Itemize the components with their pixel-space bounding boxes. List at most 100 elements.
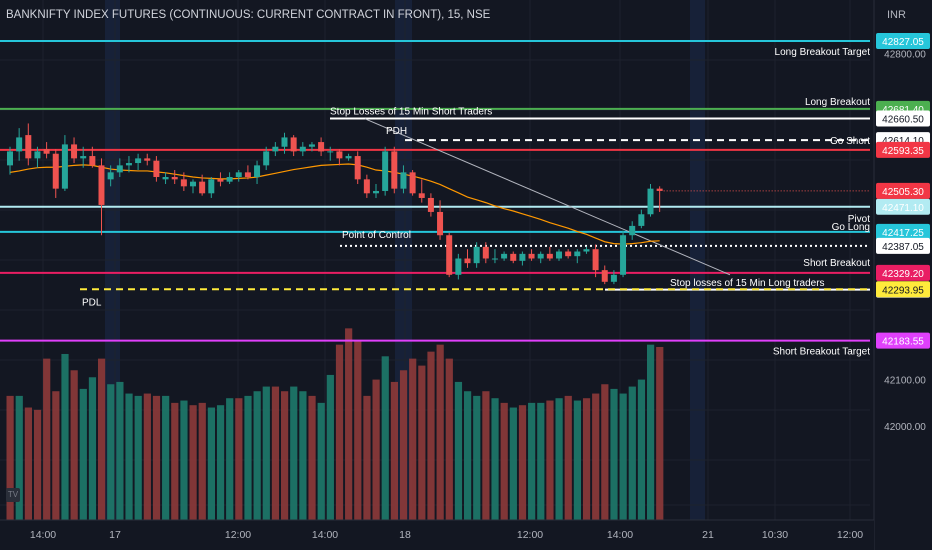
candle[interactable] [473, 242, 480, 268]
price-tag[interactable] [876, 198, 930, 215]
candle[interactable] [135, 153, 142, 171]
candle[interactable] [629, 221, 636, 240]
candle-body [373, 190, 379, 194]
candle[interactable] [272, 142, 279, 157]
candle[interactable] [373, 183, 379, 198]
candle-body [446, 235, 453, 275]
candle[interactable] [409, 170, 416, 196]
price-tag[interactable] [876, 223, 930, 240]
candle-body [318, 142, 325, 152]
candle[interactable] [25, 123, 32, 166]
candle[interactable] [254, 160, 261, 184]
candle[interactable] [528, 249, 535, 261]
candle[interactable] [116, 158, 123, 178]
candle[interactable] [80, 146, 87, 168]
candle[interactable] [89, 146, 96, 168]
y-tick-label: 42100.00 [884, 376, 926, 387]
volume-bar [162, 395, 170, 520]
candle[interactable] [400, 165, 407, 194]
candle[interactable] [263, 146, 270, 171]
candle[interactable] [565, 249, 572, 259]
current-price-tag[interactable] [876, 182, 930, 199]
price-tag[interactable] [876, 237, 930, 254]
candle[interactable] [153, 156, 160, 182]
volume-bar [528, 402, 536, 520]
candle[interactable] [98, 158, 105, 236]
candle[interactable] [244, 165, 251, 180]
candle[interactable] [427, 193, 434, 217]
candle[interactable] [510, 251, 517, 264]
candle[interactable] [327, 146, 334, 161]
tradingview-logo-icon[interactable]: TV [6, 488, 20, 502]
candle[interactable] [491, 249, 498, 264]
candle[interactable] [226, 172, 233, 184]
candle[interactable] [574, 249, 581, 264]
trend-line[interactable] [364, 118, 731, 276]
candle[interactable] [437, 200, 444, 240]
candle[interactable] [144, 153, 151, 166]
candle[interactable] [556, 249, 562, 261]
price-tag[interactable] [876, 264, 930, 281]
candle[interactable] [482, 242, 489, 264]
price-tag[interactable] [876, 332, 930, 349]
currency-label[interactable]: INR [887, 9, 906, 21]
candle[interactable] [446, 232, 453, 278]
volume-bar [363, 395, 371, 520]
candle[interactable] [107, 165, 114, 187]
candle[interactable] [336, 149, 343, 166]
candle[interactable] [418, 179, 425, 203]
candle[interactable] [546, 246, 553, 261]
candle[interactable] [583, 246, 590, 254]
candle[interactable] [501, 251, 508, 261]
candle[interactable] [647, 183, 654, 217]
price-tag[interactable] [876, 141, 930, 158]
candle[interactable] [610, 270, 617, 285]
candle[interactable] [71, 137, 78, 164]
candle[interactable] [125, 156, 132, 173]
candle[interactable] [34, 146, 41, 168]
price-tag[interactable] [876, 110, 930, 127]
candle[interactable] [363, 174, 370, 198]
candle[interactable] [308, 142, 315, 152]
candle[interactable] [290, 135, 297, 157]
candle[interactable] [16, 128, 23, 161]
candle[interactable] [180, 172, 187, 191]
candle[interactable] [638, 209, 645, 229]
candle[interactable] [464, 249, 471, 268]
candle[interactable] [537, 251, 544, 264]
candle[interactable] [455, 253, 462, 280]
candle[interactable] [519, 251, 526, 266]
candle[interactable] [318, 137, 325, 157]
candle[interactable] [382, 146, 389, 196]
candle[interactable] [354, 151, 361, 184]
price-tag-text: 42681.40 [882, 105, 924, 116]
candle[interactable] [190, 179, 196, 194]
candle[interactable] [592, 244, 599, 278]
candle[interactable] [162, 172, 169, 184]
price-tag[interactable] [876, 281, 930, 298]
candle[interactable] [7, 146, 13, 175]
candle-body [583, 249, 590, 252]
candle[interactable] [217, 172, 224, 187]
candle[interactable] [299, 142, 306, 157]
candle[interactable] [208, 177, 215, 198]
candle-body [592, 249, 599, 271]
price-tag[interactable] [876, 33, 930, 49]
candle[interactable] [345, 153, 352, 161]
candle[interactable] [601, 265, 608, 285]
time-axis[interactable] [0, 520, 874, 550]
candle[interactable] [656, 186, 663, 212]
candle[interactable] [235, 170, 242, 182]
candle[interactable] [281, 132, 288, 154]
candle[interactable] [61, 135, 68, 191]
candle[interactable] [43, 142, 50, 159]
candle[interactable] [52, 149, 59, 198]
candle[interactable] [391, 146, 398, 194]
volume-bar [290, 386, 298, 520]
candle[interactable] [171, 170, 178, 184]
candle[interactable] [620, 230, 627, 278]
x-tick-label: 12:00 [837, 529, 863, 541]
volume-bar [546, 400, 554, 520]
candle[interactable] [199, 174, 206, 196]
